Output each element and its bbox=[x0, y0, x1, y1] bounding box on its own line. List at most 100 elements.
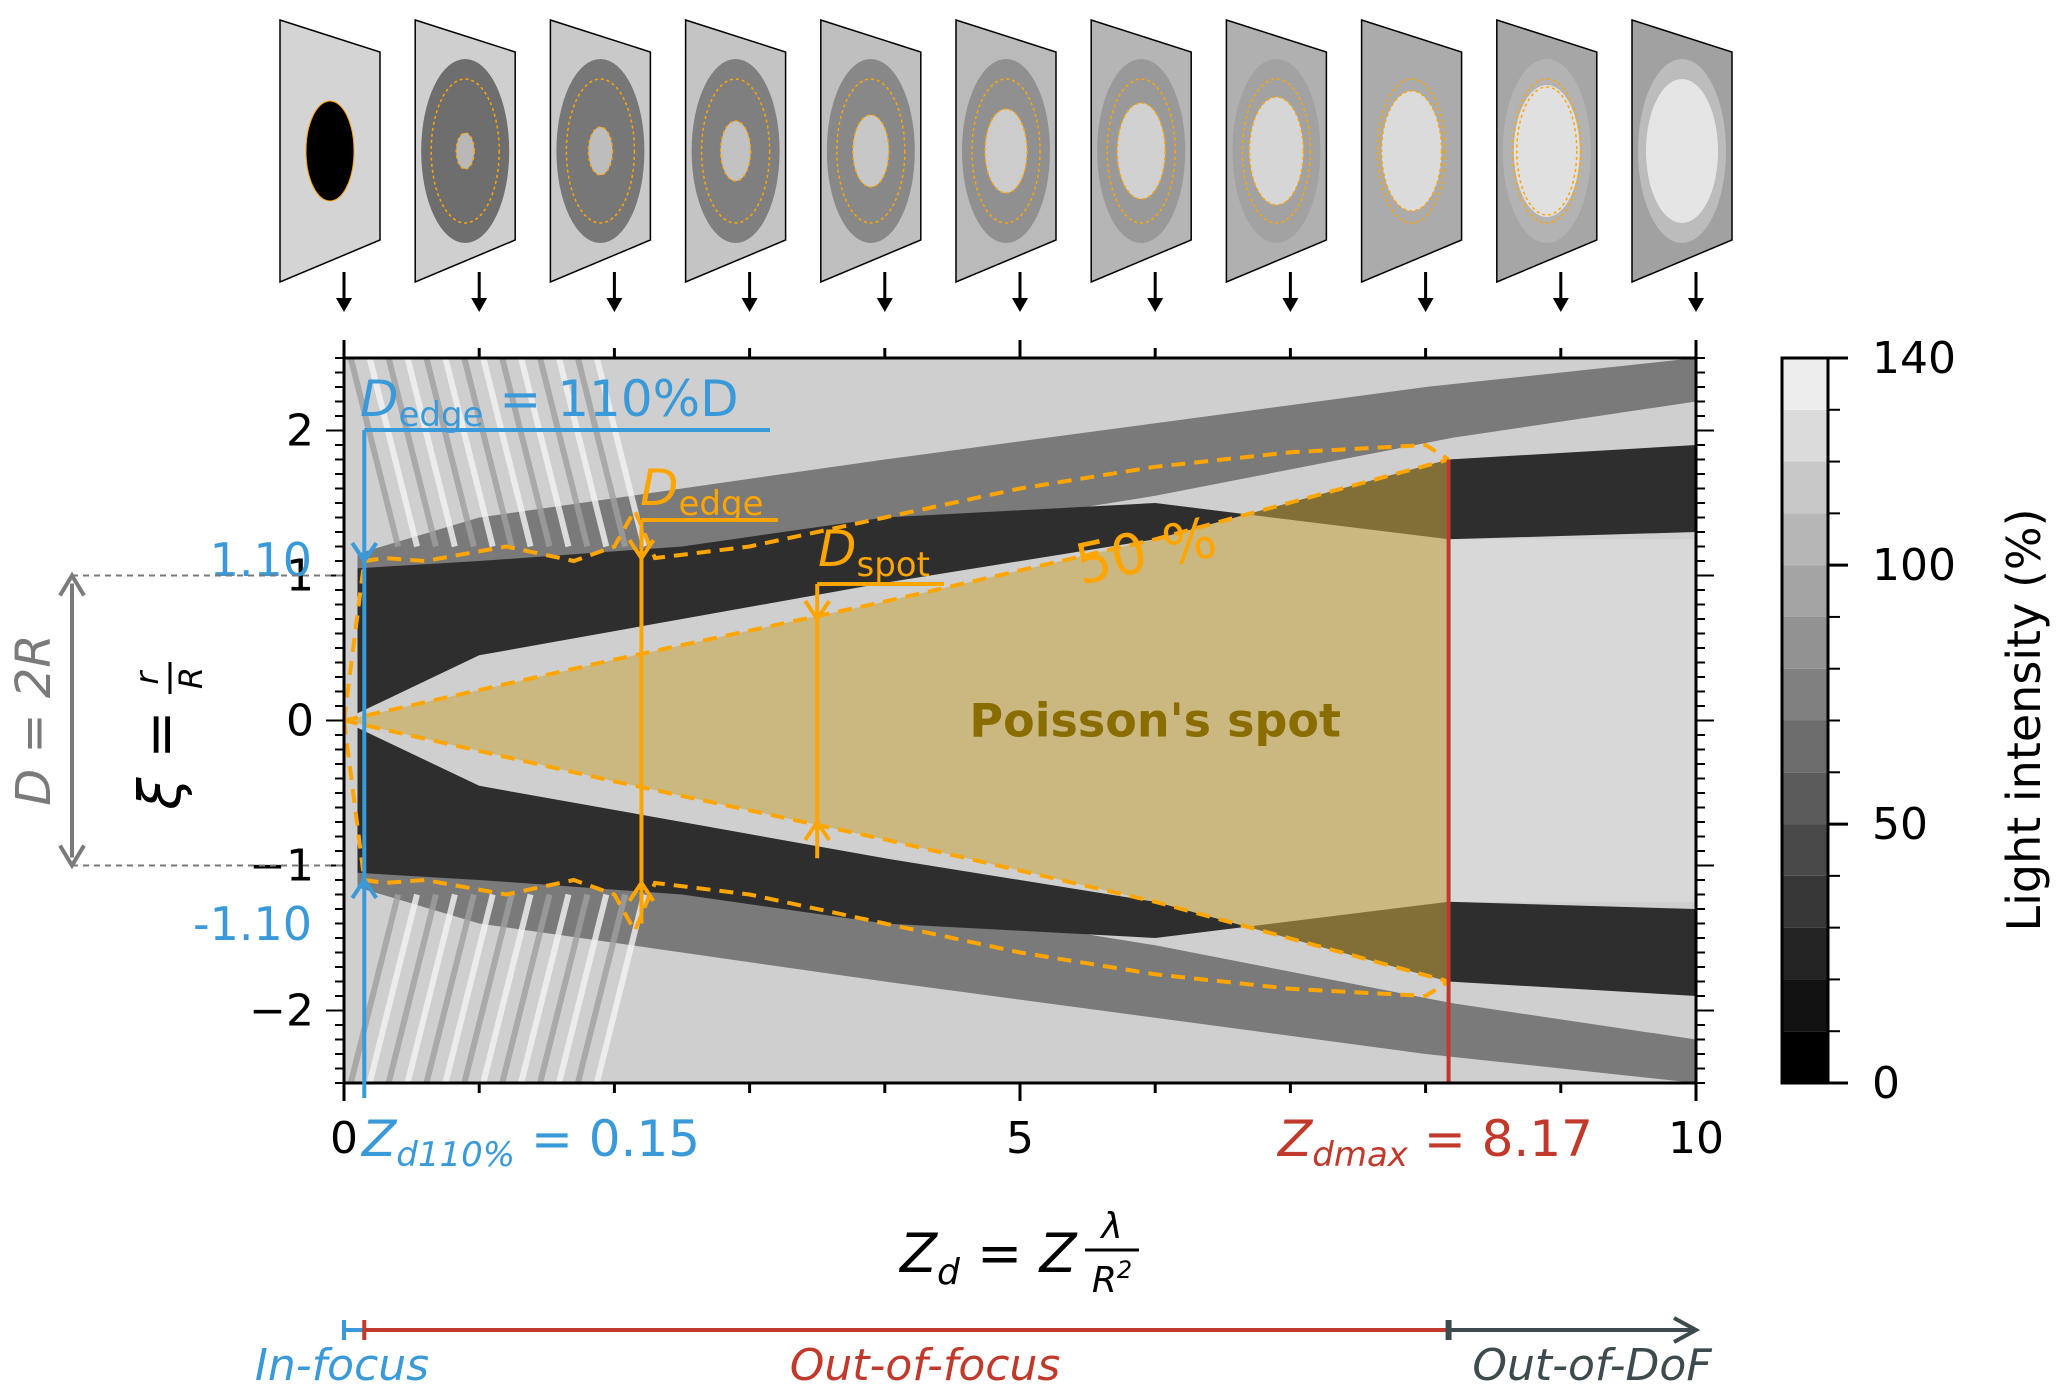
shade-fringe-lower bbox=[537, 893, 591, 1083]
snapshot-contour-outer bbox=[1512, 78, 1582, 224]
snapshot-panel bbox=[684, 18, 787, 284]
colorbar-band bbox=[1782, 772, 1828, 825]
x-axis-label-left: Zd = Z bbox=[898, 1222, 1077, 1293]
shade-fringe-upper bbox=[347, 358, 401, 548]
intensity-heatmap: 0 5 10 210−1−2 bbox=[249, 340, 1724, 1164]
snapshot-spot bbox=[1117, 103, 1166, 199]
snapshot-contour-inner bbox=[719, 120, 752, 182]
shade-fringe-upper bbox=[423, 358, 477, 548]
snapshot-contour-outer bbox=[971, 78, 1041, 224]
colorbar-tick-label: 100 bbox=[1872, 540, 1956, 591]
snapshot-panel bbox=[414, 18, 516, 284]
snapshot-arrow-head bbox=[1147, 298, 1164, 312]
shade-fringe-lower bbox=[518, 893, 572, 1083]
snapshot-panel bbox=[1496, 18, 1598, 284]
shade-fringe-upper bbox=[518, 358, 572, 548]
region-out-of-dof-label: Out-of-DoF bbox=[1472, 1340, 1712, 1391]
shade-fringe-upper bbox=[480, 358, 534, 548]
colorbar-band bbox=[1782, 513, 1828, 566]
y-tick-label: 1 bbox=[286, 551, 314, 602]
snapshot-panel bbox=[1090, 18, 1192, 284]
snapshot-contour-inner bbox=[852, 114, 890, 188]
colorbar-band bbox=[1782, 1031, 1828, 1083]
region-in-focus-label: In-focus bbox=[255, 1340, 429, 1391]
snapshot-arrow-head bbox=[471, 298, 488, 312]
snapshot-spot bbox=[1381, 91, 1442, 211]
snapshot-arrow-head bbox=[606, 298, 623, 312]
shade-fringe-lower bbox=[366, 893, 420, 1083]
shade-far-spot bbox=[1448, 539, 1696, 902]
z-d110-label: Zd110% = 0.15 bbox=[360, 1110, 700, 1175]
snapshot-contour-outer bbox=[1241, 78, 1312, 224]
x-tick-label: 10 bbox=[1668, 1113, 1724, 1164]
snapshot-contour-outer bbox=[700, 78, 771, 224]
snapshot-spot bbox=[456, 133, 475, 169]
shade-fringe-upper bbox=[461, 358, 515, 548]
shade-fringe-lower bbox=[480, 893, 534, 1083]
snapshot-contour-outer bbox=[1106, 78, 1176, 224]
shade-fringe-lower bbox=[385, 893, 439, 1083]
x-axis-label-denominator: R2 bbox=[1092, 1256, 1132, 1301]
shade-fringe-upper bbox=[556, 358, 610, 548]
shade-fringe-lower bbox=[461, 893, 515, 1083]
out-of-dof-arrow-head bbox=[1673, 1316, 1701, 1344]
colorbar-band bbox=[1782, 720, 1828, 773]
snapshot-arrow-head bbox=[1012, 298, 1028, 312]
snapshot-panel bbox=[1225, 18, 1328, 284]
contour-50-lower bbox=[344, 720, 1450, 999]
snapshot-contour-inner bbox=[984, 108, 1028, 194]
intensity-snapshots bbox=[279, 18, 1733, 312]
shade-fringe-lower bbox=[442, 893, 496, 1083]
snapshot-arrow-head bbox=[1417, 298, 1434, 312]
x-tick-label: 5 bbox=[1006, 1113, 1034, 1164]
d-spot-arrow-bottom bbox=[803, 818, 831, 842]
snapshot-spot bbox=[588, 127, 613, 175]
x-axis: 0 5 10 bbox=[330, 340, 1724, 1164]
snapshot-disk bbox=[305, 100, 355, 202]
snapshot-arrow-head bbox=[1688, 298, 1704, 312]
colorbar-band bbox=[1782, 824, 1828, 876]
colorbar-band bbox=[1782, 409, 1828, 462]
y-tick-label: 0 bbox=[286, 696, 314, 747]
colorbar-band bbox=[1782, 875, 1828, 928]
colorbar-tick-label: 50 bbox=[1872, 799, 1928, 850]
x-tick-label: 0 bbox=[330, 1113, 358, 1164]
x-axis-label: Zd = Z λ R2 bbox=[898, 1206, 1139, 1301]
colorbar-band bbox=[1782, 979, 1828, 1032]
shade-fringe-lower bbox=[556, 893, 610, 1083]
colorbar-band bbox=[1782, 565, 1828, 617]
snapshot-contour-inner bbox=[587, 126, 614, 176]
snapshot-arrow-head bbox=[876, 298, 893, 312]
colorbar-tick-label: 140 bbox=[1872, 333, 1956, 384]
snapshot-spot bbox=[852, 115, 889, 187]
poisson-spot-label: Poisson's spot bbox=[969, 694, 1341, 748]
snapshot-contour-outer bbox=[430, 78, 500, 224]
shade-lower-outer-band bbox=[357, 735, 1696, 1083]
shade-fringe-upper bbox=[404, 358, 458, 548]
y-axis-label-xi: ξ = bbox=[126, 710, 194, 810]
lower-value-label: -1.10 bbox=[193, 897, 312, 951]
shade-fringe-upper bbox=[574, 358, 629, 548]
d-edge-arrow-top bbox=[627, 538, 656, 562]
d-spot-arrow-top bbox=[803, 599, 831, 623]
z-dmax-label: Zdmax = 8.17 bbox=[1276, 1110, 1593, 1175]
snapshot-contour-inner bbox=[1248, 96, 1305, 206]
snapshot-spot bbox=[720, 121, 751, 181]
colorbar-band bbox=[1782, 927, 1828, 980]
shade-fringe-upper bbox=[366, 358, 420, 548]
contour-50-upper bbox=[344, 442, 1450, 721]
d-2r-label: D = 2R bbox=[6, 634, 62, 806]
colorbar-band bbox=[1782, 668, 1828, 721]
y-axis-label-numerator: r bbox=[128, 670, 166, 685]
contour-50-inner-upper bbox=[344, 457, 1450, 723]
focus-regions: In-focus Out-of-focus Out-of-DoF bbox=[255, 1316, 1712, 1391]
shade-fringe-lower bbox=[574, 893, 629, 1083]
region-out-of-focus-label: Out-of-focus bbox=[790, 1340, 1061, 1391]
snapshot-panel bbox=[955, 18, 1057, 284]
upper-value-label: 1.10 bbox=[210, 533, 312, 587]
shade-fringe-lower bbox=[499, 893, 553, 1083]
x-axis-label-numerator: λ bbox=[1099, 1206, 1122, 1247]
snapshot-contour-inner bbox=[1116, 102, 1166, 200]
